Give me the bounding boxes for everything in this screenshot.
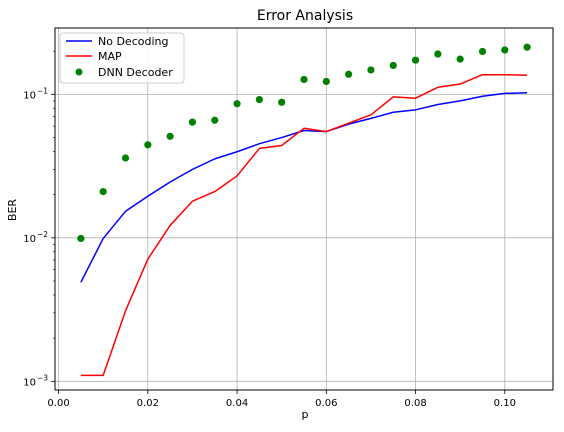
y-tick-label-exponent: −3	[37, 373, 48, 382]
data-point-dnn-decoder	[300, 75, 308, 84]
data-point-dnn-decoder	[523, 43, 531, 51]
data-point-dnn-decoder	[211, 116, 219, 124]
y-tick-label-base: 10	[23, 234, 36, 245]
data-point-dnn-decoder	[434, 50, 442, 58]
data-point-dnn-decoder	[255, 95, 263, 104]
data-point-dnn-decoder	[501, 46, 509, 54]
plot-data	[77, 43, 531, 377]
y-tick-label-exponent: −2	[37, 230, 48, 239]
legend-label-dnn-decoder: DNN Decoder	[98, 66, 173, 79]
y-tick-label-base: 10	[23, 90, 36, 101]
grid-lines	[55, 28, 553, 390]
x-tick-label: 0.04	[226, 398, 248, 409]
data-point-dnn-decoder	[144, 141, 152, 149]
data-point-dnn-decoder	[77, 234, 85, 243]
x-tick-label: 0.00	[47, 398, 69, 409]
data-point-dnn-decoder	[322, 77, 330, 86]
y-tick-label: 10 −3	[23, 373, 48, 388]
data-point-dnn-decoder	[99, 188, 107, 196]
data-point-dnn-decoder	[411, 56, 420, 64]
plot-frame	[54, 27, 554, 391]
y-tick-label: 10 −2	[23, 230, 48, 245]
legend-label-map: MAP	[98, 50, 122, 63]
x-tick-label: 0.08	[404, 398, 426, 409]
data-point-dnn-decoder	[367, 66, 375, 74]
data-point-dnn-decoder	[233, 100, 241, 108]
y-tick-label-base: 10	[23, 377, 36, 388]
data-point-dnn-decoder	[188, 118, 197, 126]
chart-title: Error Analysis	[257, 8, 353, 24]
y-axis-label: BER	[6, 199, 19, 221]
x-axis-label: p	[302, 408, 309, 421]
data-point-dnn-decoder	[389, 61, 397, 70]
legend-marker-dnn-decoder	[75, 68, 83, 76]
data-point-dnn-decoder	[121, 154, 130, 162]
x-tick-label: 0.06	[315, 398, 337, 409]
data-point-dnn-decoder	[278, 98, 286, 106]
legend-label-no-decoding: No Decoding	[98, 35, 168, 48]
series-line-map	[80, 73, 528, 377]
y-tick-label-exponent: −1	[37, 86, 48, 95]
x-tick-label: 0.10	[494, 398, 516, 409]
legend: No Decoding MAP DNN Decoder	[59, 32, 185, 84]
data-point-dnn-decoder	[345, 70, 353, 78]
legend-box	[59, 32, 185, 84]
x-tick-label: 0.02	[137, 398, 159, 409]
data-point-dnn-decoder	[478, 47, 487, 56]
data-point-dnn-decoder	[166, 132, 174, 140]
y-tick-label: 10 −1	[23, 86, 48, 101]
data-point-dnn-decoder	[456, 55, 464, 63]
series-line-no-decoding	[80, 92, 528, 283]
